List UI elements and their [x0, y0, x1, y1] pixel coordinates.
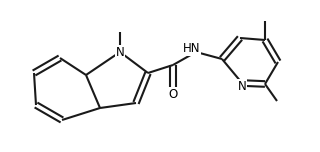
- Text: O: O: [168, 88, 178, 102]
- Text: N: N: [238, 79, 246, 93]
- Text: N: N: [116, 45, 124, 59]
- Text: HN: HN: [183, 43, 201, 55]
